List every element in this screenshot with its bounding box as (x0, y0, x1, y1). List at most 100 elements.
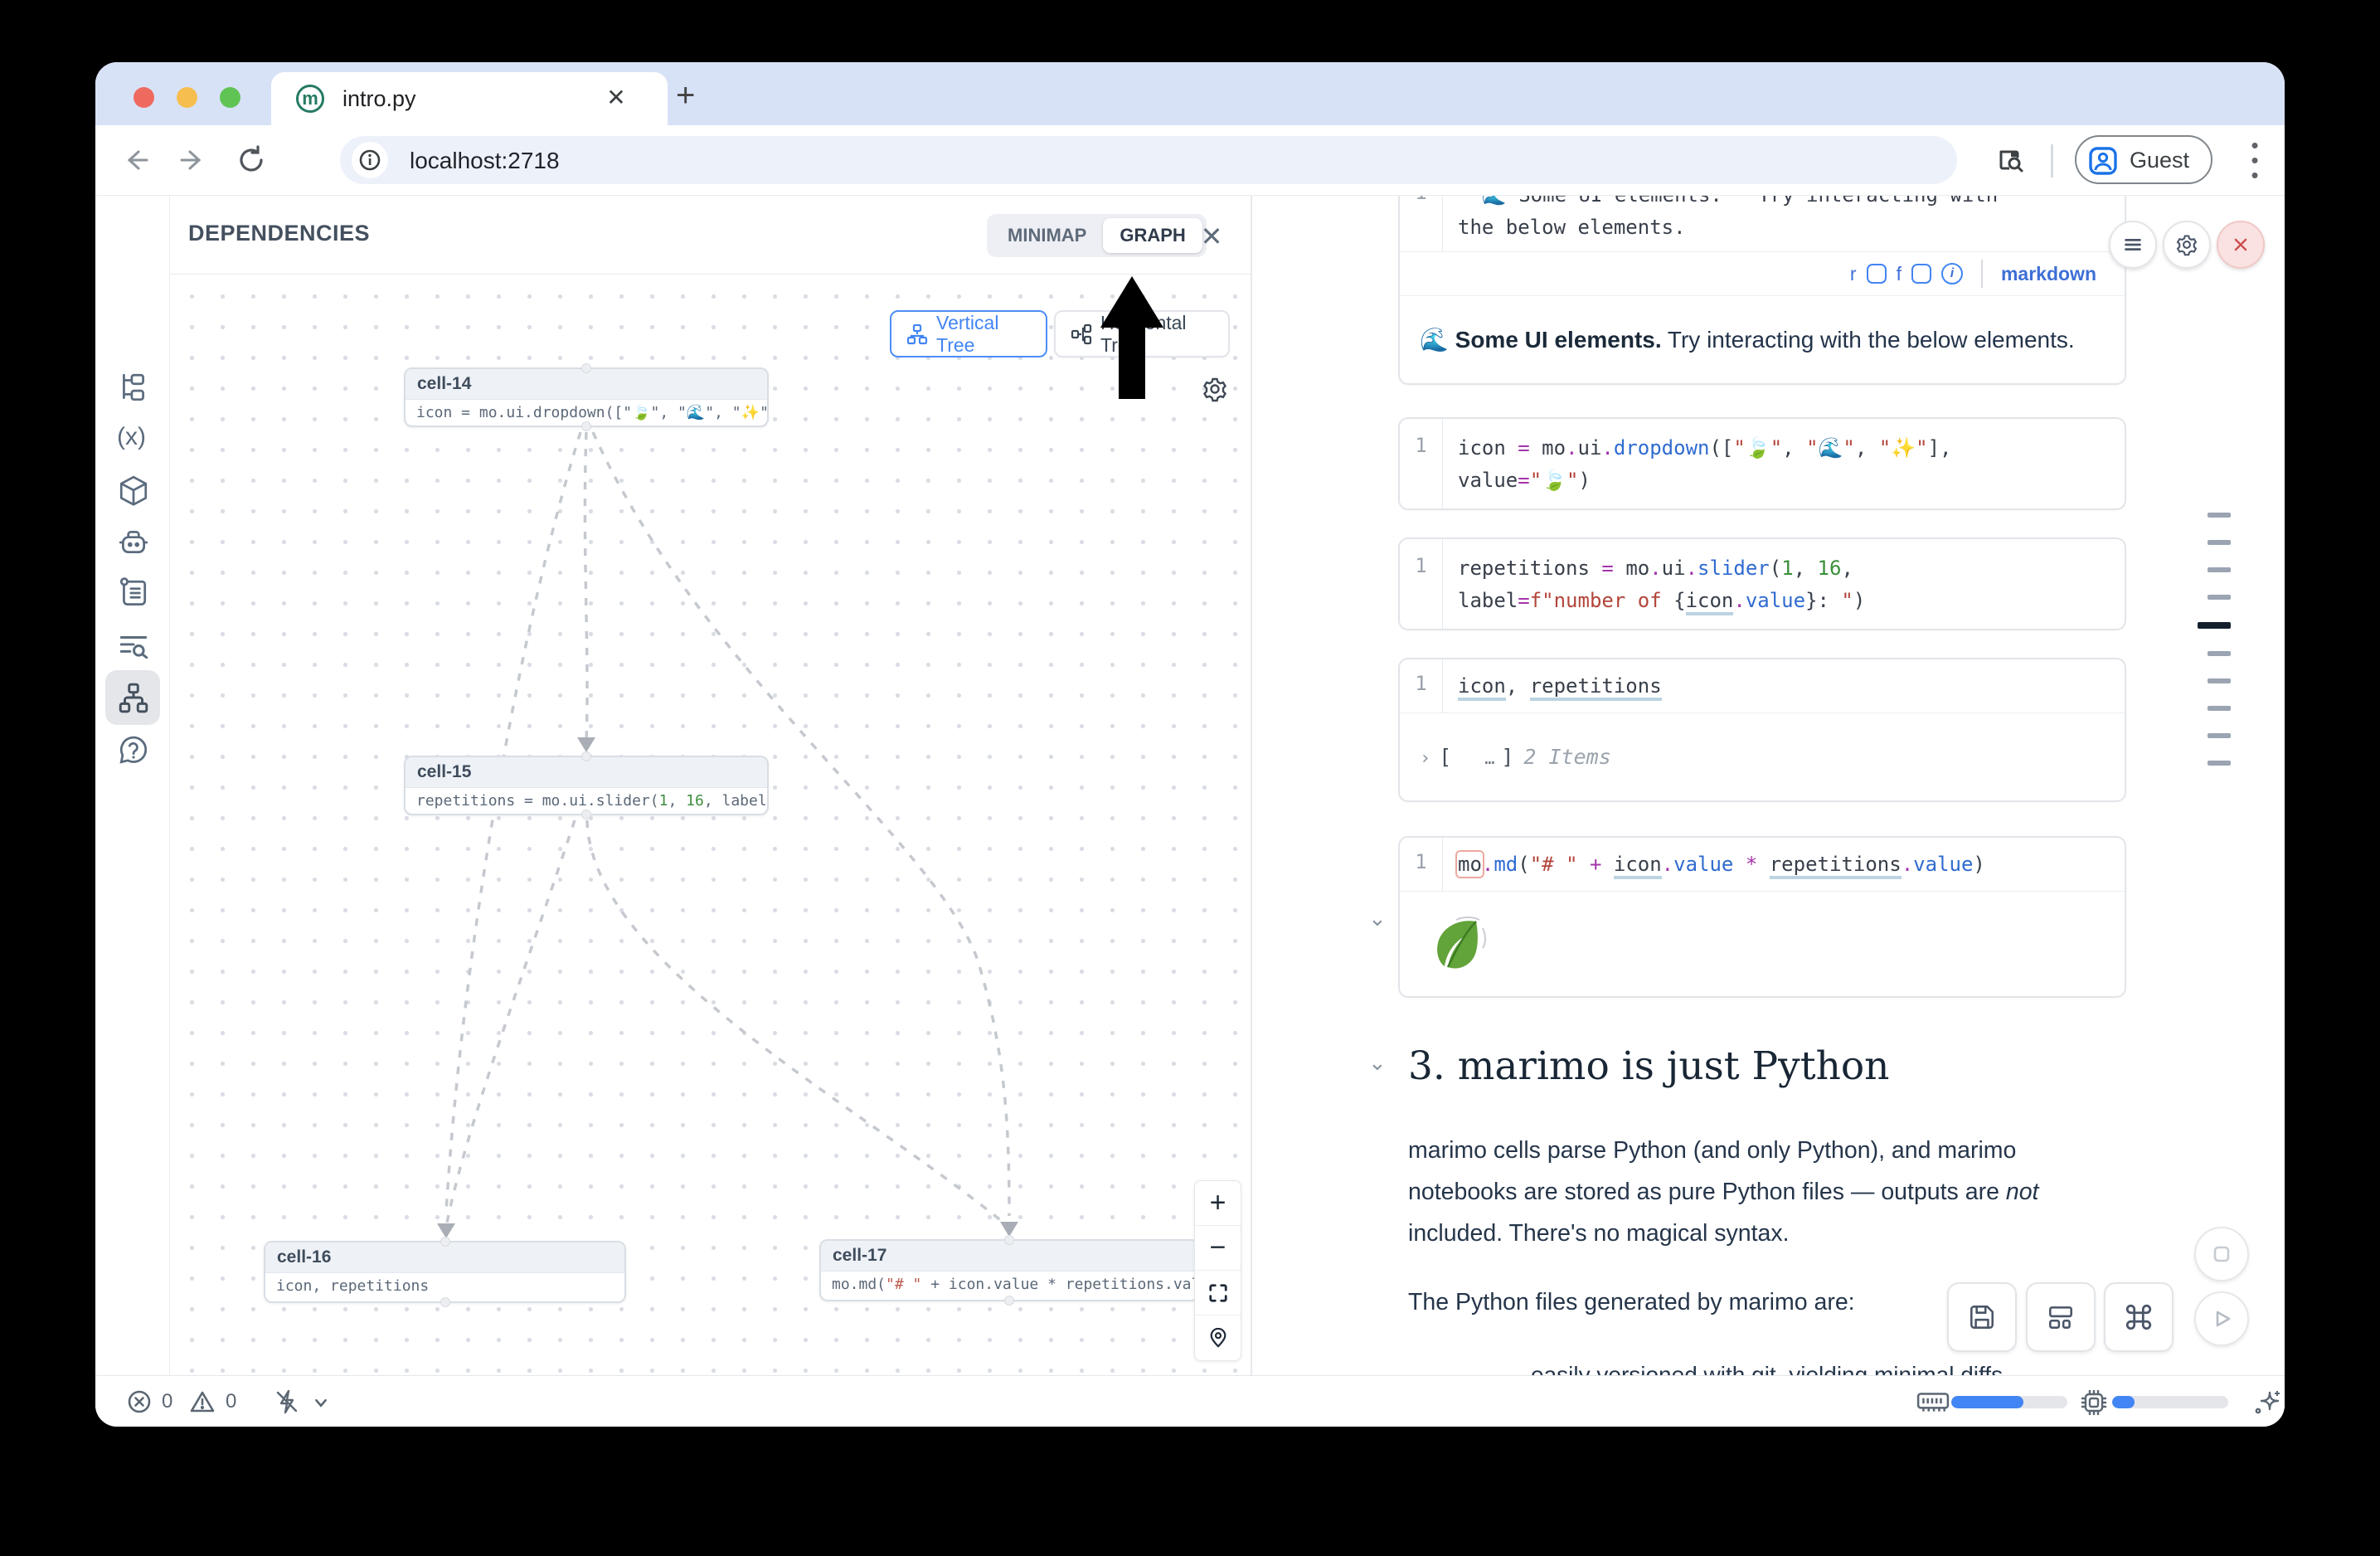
keyboard-shortcuts-button[interactable] (2104, 1282, 2174, 1352)
minimize-window-button[interactable] (177, 87, 197, 108)
center-node-button[interactable] (1195, 1315, 1241, 1360)
browser-menu-icon[interactable]: • • • (2251, 133, 2259, 187)
graph-node-cell-15[interactable]: cell-15 repetitions = mo.ui.slider(1, 16… (404, 751, 769, 819)
warnings-count: 0 (226, 1390, 237, 1413)
minimap-bar[interactable] (2208, 651, 2231, 656)
view-switcher: MINIMAP GRAPH (987, 214, 1207, 257)
browser-tab[interactable]: m intro.py ✕ (271, 72, 668, 125)
r-toggle-checkbox[interactable] (1866, 264, 1887, 284)
close-window-button[interactable] (134, 87, 154, 108)
vertical-tree-label: Vertical Tree (936, 311, 999, 356)
tab-minimap[interactable]: MINIMAP (1008, 225, 1087, 246)
cell-actions-menu-button[interactable] (2109, 221, 2157, 269)
line-number: 1 (1400, 659, 1443, 712)
variables-icon[interactable]: (x) (117, 423, 146, 450)
minimap-bar[interactable] (2198, 622, 2231, 629)
toolbar-divider (2051, 144, 2053, 177)
autorun-disabled-icon[interactable] (273, 1388, 301, 1416)
cell-code-editor[interactable]: 1 icon, repetitions (1400, 659, 2125, 712)
graph-canvas[interactable]: Vertical Tree Horizontal Tree cell-14 ic… (170, 275, 1251, 1375)
warnings-icon[interactable] (188, 1388, 216, 1416)
graph-settings-icon[interactable] (1202, 376, 1228, 402)
panel-close-icon[interactable]: ✕ (1200, 221, 1223, 251)
code-line: label=f"number of {icon.value}: ") (1458, 585, 2111, 617)
notebook-settings-button[interactable] (2163, 221, 2211, 269)
back-icon[interactable] (119, 143, 152, 177)
cell-slider[interactable]: 1 repetitions = mo.ui.slider(1, 16, labe… (1398, 537, 2126, 630)
zoom-window-button[interactable] (220, 87, 240, 108)
url-text[interactable]: localhost:2718 (410, 148, 560, 173)
reload-icon[interactable] (235, 143, 268, 177)
stop-button[interactable] (2194, 1227, 2249, 1281)
cell-markdown[interactable]: 1 **🌊 Some UI elements.** Try interactin… (1398, 196, 2126, 385)
graph-node-cell-16[interactable]: cell-16 icon, repetitions (264, 1237, 626, 1307)
scratchpad-icon[interactable] (117, 577, 150, 610)
collapse-output-chevron-icon[interactable]: ⌄ (1368, 906, 1387, 931)
minimap-bar[interactable] (2208, 761, 2231, 766)
ai-sparkle-icon[interactable] (2251, 1388, 2285, 1416)
cell-code-editor[interactable]: 1 mo.md("# " + icon.value * repetitions.… (1400, 838, 2125, 891)
minimap-bar[interactable] (2208, 567, 2231, 572)
profile-button[interactable]: Guest (2075, 135, 2212, 184)
f-toggle-label[interactable]: f (1896, 262, 1902, 284)
expand-chevron-icon[interactable]: › (1420, 748, 1431, 769)
profile-avatar-icon (2088, 146, 2118, 176)
cell-code-editor[interactable]: 1 **🌊 Some UI elements.** Try interactin… (1400, 196, 2125, 251)
notebook-panel: 1 **🌊 Some UI elements.** Try interactin… (1254, 196, 2285, 1375)
cpu-usage-bar (2112, 1396, 2228, 1408)
shutdown-button[interactable] (2217, 221, 2265, 269)
markdown-info-icon[interactable]: i (1940, 263, 1963, 284)
run-button[interactable] (2194, 1291, 2249, 1346)
dependency-graph-icon[interactable] (117, 681, 150, 714)
new-tab-button[interactable]: + (676, 77, 696, 114)
tab-close-icon[interactable]: ✕ (606, 85, 626, 110)
forward-icon[interactable] (177, 143, 210, 177)
output-bold-text: Some UI elements. (1455, 327, 1662, 353)
file-explorer-icon[interactable] (117, 372, 150, 405)
save-button[interactable] (1947, 1282, 2017, 1352)
r-toggle-label[interactable]: r (1849, 262, 1857, 284)
graph-node-cell-14[interactable]: cell-14 icon = mo.ui.dropdown(["🍃", "🌊",… (404, 363, 769, 431)
minimap-bar[interactable] (2208, 733, 2231, 738)
vertical-tree-button[interactable]: Vertical Tree (890, 310, 1047, 357)
code-line: **🌊 Some UI elements.** Try interacting … (1458, 196, 2111, 212)
layout-button[interactable] (2026, 1282, 2096, 1352)
address-bar[interactable]: localhost:2718 (340, 136, 1957, 184)
packages-icon[interactable] (117, 474, 150, 508)
cell-dropdown[interactable]: 1 icon = mo.ui.dropdown(["🍃", "🌊", "✨"],… (1398, 417, 2126, 510)
zoom-out-button[interactable]: − (1195, 1226, 1241, 1271)
site-info-icon[interactable] (352, 142, 388, 178)
minimap-bar[interactable] (2208, 513, 2231, 518)
errors-icon[interactable] (125, 1388, 153, 1416)
chevron-down-icon[interactable] (309, 1391, 338, 1419)
collapse-section-chevron-icon[interactable]: ⌄ (1368, 1050, 1387, 1075)
tab-title: intro.py (342, 86, 416, 111)
node-code: icon = mo.ui.dropdown(["🍃", "🌊", "✨"], v… (416, 404, 767, 421)
code-line: the below elements. (1458, 216, 1686, 239)
ai-assistant-icon[interactable] (117, 526, 150, 559)
fit-view-button[interactable] (1195, 1271, 1241, 1315)
node-title: cell-17 (821, 1241, 1197, 1272)
zoom-in-button[interactable]: + (1195, 1181, 1241, 1226)
browser-window: m intro.py ✕ + localhost:2718 (95, 62, 2285, 1427)
minimap-bar[interactable] (2208, 706, 2231, 711)
minimap-bar[interactable] (2208, 540, 2231, 545)
output-text: Try interacting with the below elements. (1661, 327, 2075, 353)
cell-tuple[interactable]: 1 icon, repetitions › […] 2 Items (1398, 658, 2126, 802)
help-icon[interactable] (117, 733, 150, 766)
f-toggle-checkbox[interactable] (1911, 264, 1931, 284)
minimap-bar[interactable] (2208, 595, 2231, 600)
horizontal-tree-icon (1071, 323, 1092, 345)
minimap-bar[interactable] (2208, 678, 2231, 683)
cell-code-editor[interactable]: 1 icon = mo.ui.dropdown(["🍃", "🌊", "✨"],… (1400, 419, 2125, 508)
language-mode-label[interactable]: markdown (2000, 262, 2096, 284)
node-code: repetitions = mo.ui.slider(1, 16, label=… (416, 792, 767, 810)
tab-graph[interactable]: GRAPH (1103, 218, 1202, 253)
line-number: 1 (1400, 838, 1443, 891)
tab-search-icon[interactable] (1994, 143, 2028, 177)
cell-md-expression[interactable]: 1 mo.md("# " + icon.value * repetitions.… (1398, 836, 2126, 998)
graph-node-cell-17[interactable]: cell-17 mo.md("# " + icon.value * repeti… (819, 1235, 1199, 1306)
cell-code-editor[interactable]: 1 repetitions = mo.ui.slider(1, 16, labe… (1400, 539, 2125, 629)
logs-search-icon[interactable] (117, 629, 150, 662)
